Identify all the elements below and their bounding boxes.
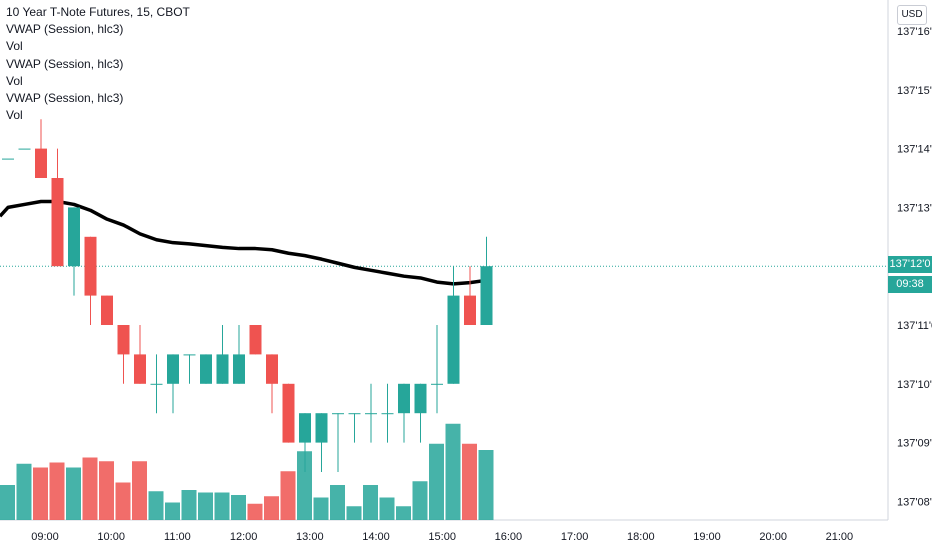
volume-bar xyxy=(297,451,312,520)
x-tick-label: 18:00 xyxy=(627,531,655,543)
candle-body xyxy=(51,178,64,267)
candle-body xyxy=(84,236,97,296)
candle-body xyxy=(332,413,344,415)
candle-body xyxy=(348,413,361,415)
volume-bar xyxy=(247,503,263,520)
candle-body xyxy=(35,148,47,178)
legend-indicator[interactable]: VWAP (Session, hlc3) xyxy=(6,56,124,71)
volume-bar xyxy=(346,506,362,520)
legend: 10 Year T-Note Futures, 15, CBOT VWAP (S… xyxy=(6,4,190,124)
volume-bar xyxy=(165,502,180,520)
candle-body xyxy=(447,295,460,384)
x-tick-label: 21:00 xyxy=(826,531,854,543)
candle-body xyxy=(68,207,80,267)
y-tick-label: 137'08'0 xyxy=(897,496,932,508)
volume-bar xyxy=(99,461,114,520)
volume-bar xyxy=(0,485,15,520)
y-tick-label: 137'09'0 xyxy=(897,438,932,450)
volume-bar xyxy=(429,443,444,520)
candle-body xyxy=(216,354,229,384)
legend-indicator[interactable]: Vol xyxy=(6,108,23,123)
volume-bar xyxy=(363,485,378,520)
candle-body xyxy=(2,158,14,160)
candle-body xyxy=(315,413,328,443)
volume-bar xyxy=(462,443,477,520)
x-tick-label: 09:00 xyxy=(31,531,59,543)
volume-bar xyxy=(148,491,164,520)
y-tick-label: 137'13'0 xyxy=(897,202,932,214)
x-tick-label: 17:00 xyxy=(561,531,589,543)
candle-body xyxy=(282,383,295,443)
candle-body xyxy=(464,295,476,325)
volume-bar xyxy=(313,497,329,520)
x-tick-label: 19:00 xyxy=(693,531,721,543)
x-tick-label: 20:00 xyxy=(759,531,787,543)
volume-bar xyxy=(231,495,246,520)
legend-title: 10 Year T-Note Futures, 15, CBOT xyxy=(6,5,190,19)
candle-body xyxy=(150,383,163,385)
candle-body xyxy=(299,413,311,443)
x-tick-label: 13:00 xyxy=(296,531,324,543)
candle-body xyxy=(249,325,262,355)
volume-bar xyxy=(132,461,147,520)
volume-bar xyxy=(198,492,213,520)
x-tick-label: 16:00 xyxy=(495,531,523,543)
last-price-badge: 137'12'0 xyxy=(888,256,932,273)
vwap-line xyxy=(0,199,487,286)
x-tick-label: 12:00 xyxy=(230,531,258,543)
x-tick-label: 14:00 xyxy=(362,531,390,543)
y-tick-label: 137'10'0 xyxy=(897,379,932,391)
volume-bar xyxy=(445,423,461,520)
volume-bar xyxy=(330,485,345,520)
candle-body xyxy=(365,413,377,415)
y-tick-label: 137'14'0 xyxy=(897,144,932,156)
volume-bar xyxy=(280,471,296,520)
countdown-badge: 09:38 xyxy=(888,276,932,293)
candle-body xyxy=(200,354,212,384)
volume-bar xyxy=(181,490,197,520)
legend-indicator[interactable]: Vol xyxy=(6,39,23,54)
candle-body xyxy=(431,383,443,385)
candle-body xyxy=(414,383,427,414)
legend-indicator[interactable]: VWAP (Session, hlc3) xyxy=(6,22,124,37)
volume-bar xyxy=(16,463,32,520)
candle-body xyxy=(381,413,394,415)
volume-bar xyxy=(379,497,395,520)
x-tick-label: 11:00 xyxy=(164,531,191,543)
volume-bar xyxy=(66,467,81,520)
candle-body xyxy=(167,354,179,384)
candle-body xyxy=(117,325,130,355)
candle-body xyxy=(266,354,278,384)
candle-body xyxy=(101,295,113,325)
x-tick-label: 10:00 xyxy=(97,531,125,543)
volume-bar xyxy=(82,457,98,520)
candle-body xyxy=(183,354,196,356)
candle-body xyxy=(398,383,410,414)
volume-bar xyxy=(115,482,131,520)
y-tick-label: 137'11'0 xyxy=(897,320,932,332)
currency-button[interactable]: USD xyxy=(897,5,927,25)
volume-bar xyxy=(478,450,494,520)
y-tick-label: 137'16'0 xyxy=(897,26,932,38)
volume-bar xyxy=(33,467,48,520)
candle-body xyxy=(480,266,493,325)
legend-indicator[interactable]: VWAP (Session, hlc3) xyxy=(6,91,124,106)
legend-indicator[interactable]: Vol xyxy=(6,73,23,88)
volume-bar xyxy=(49,462,65,520)
candle-body xyxy=(233,354,245,384)
x-tick-label: 15:00 xyxy=(428,531,456,543)
volume-bar xyxy=(412,481,428,520)
volume-bar xyxy=(396,506,411,520)
candle-body xyxy=(18,148,31,150)
y-tick-label: 137'15'0 xyxy=(897,85,932,97)
candle-body xyxy=(134,354,146,384)
volume-bar xyxy=(264,496,279,520)
volume-bar xyxy=(214,492,230,520)
